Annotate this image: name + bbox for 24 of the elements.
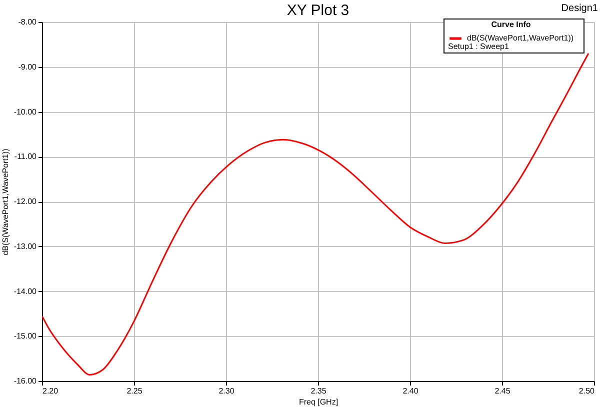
y-tick-label: -9.00 [18,62,38,72]
x-tick-label: 2.45 [494,386,511,396]
y-tick-label: -16.00 [14,376,38,386]
y-tick-label: -8.00 [18,18,38,26]
legend-title: Curve Info [491,20,531,29]
text: Design1 [561,3,598,14]
y-axis-title: dB(S(WavePort1,WavePort1)) [0,148,10,256]
chart-title: XY Plot 3 [286,2,350,19]
x-tick-label: 2.20 [42,386,59,396]
x-axis-title: Freq [GHz] [298,398,338,406]
x-tick-label: 2.40 [402,386,419,396]
y-tick-label: -11.00 [14,152,38,162]
y-tick-label: -14.00 [14,286,38,296]
y-tick-label: -12.00 [14,197,38,206]
x-tick-label: 2.30 [218,386,235,396]
annotation: Setup1 : Sweep1 [448,42,510,51]
x-tick-label: 2.35 [310,386,327,396]
x-tick-label: 2.50 [578,386,596,396]
y-tick-label: -15.00 [14,332,38,341]
x-tick-label: 2.25 [126,386,143,396]
legend-label: dB(S(WavePort1,WavePort1)) [467,34,574,42]
y-tick-label: -13.00 [14,242,38,251]
y-tick-label: -10.00 [14,107,38,116]
line-series [42,52,590,376]
